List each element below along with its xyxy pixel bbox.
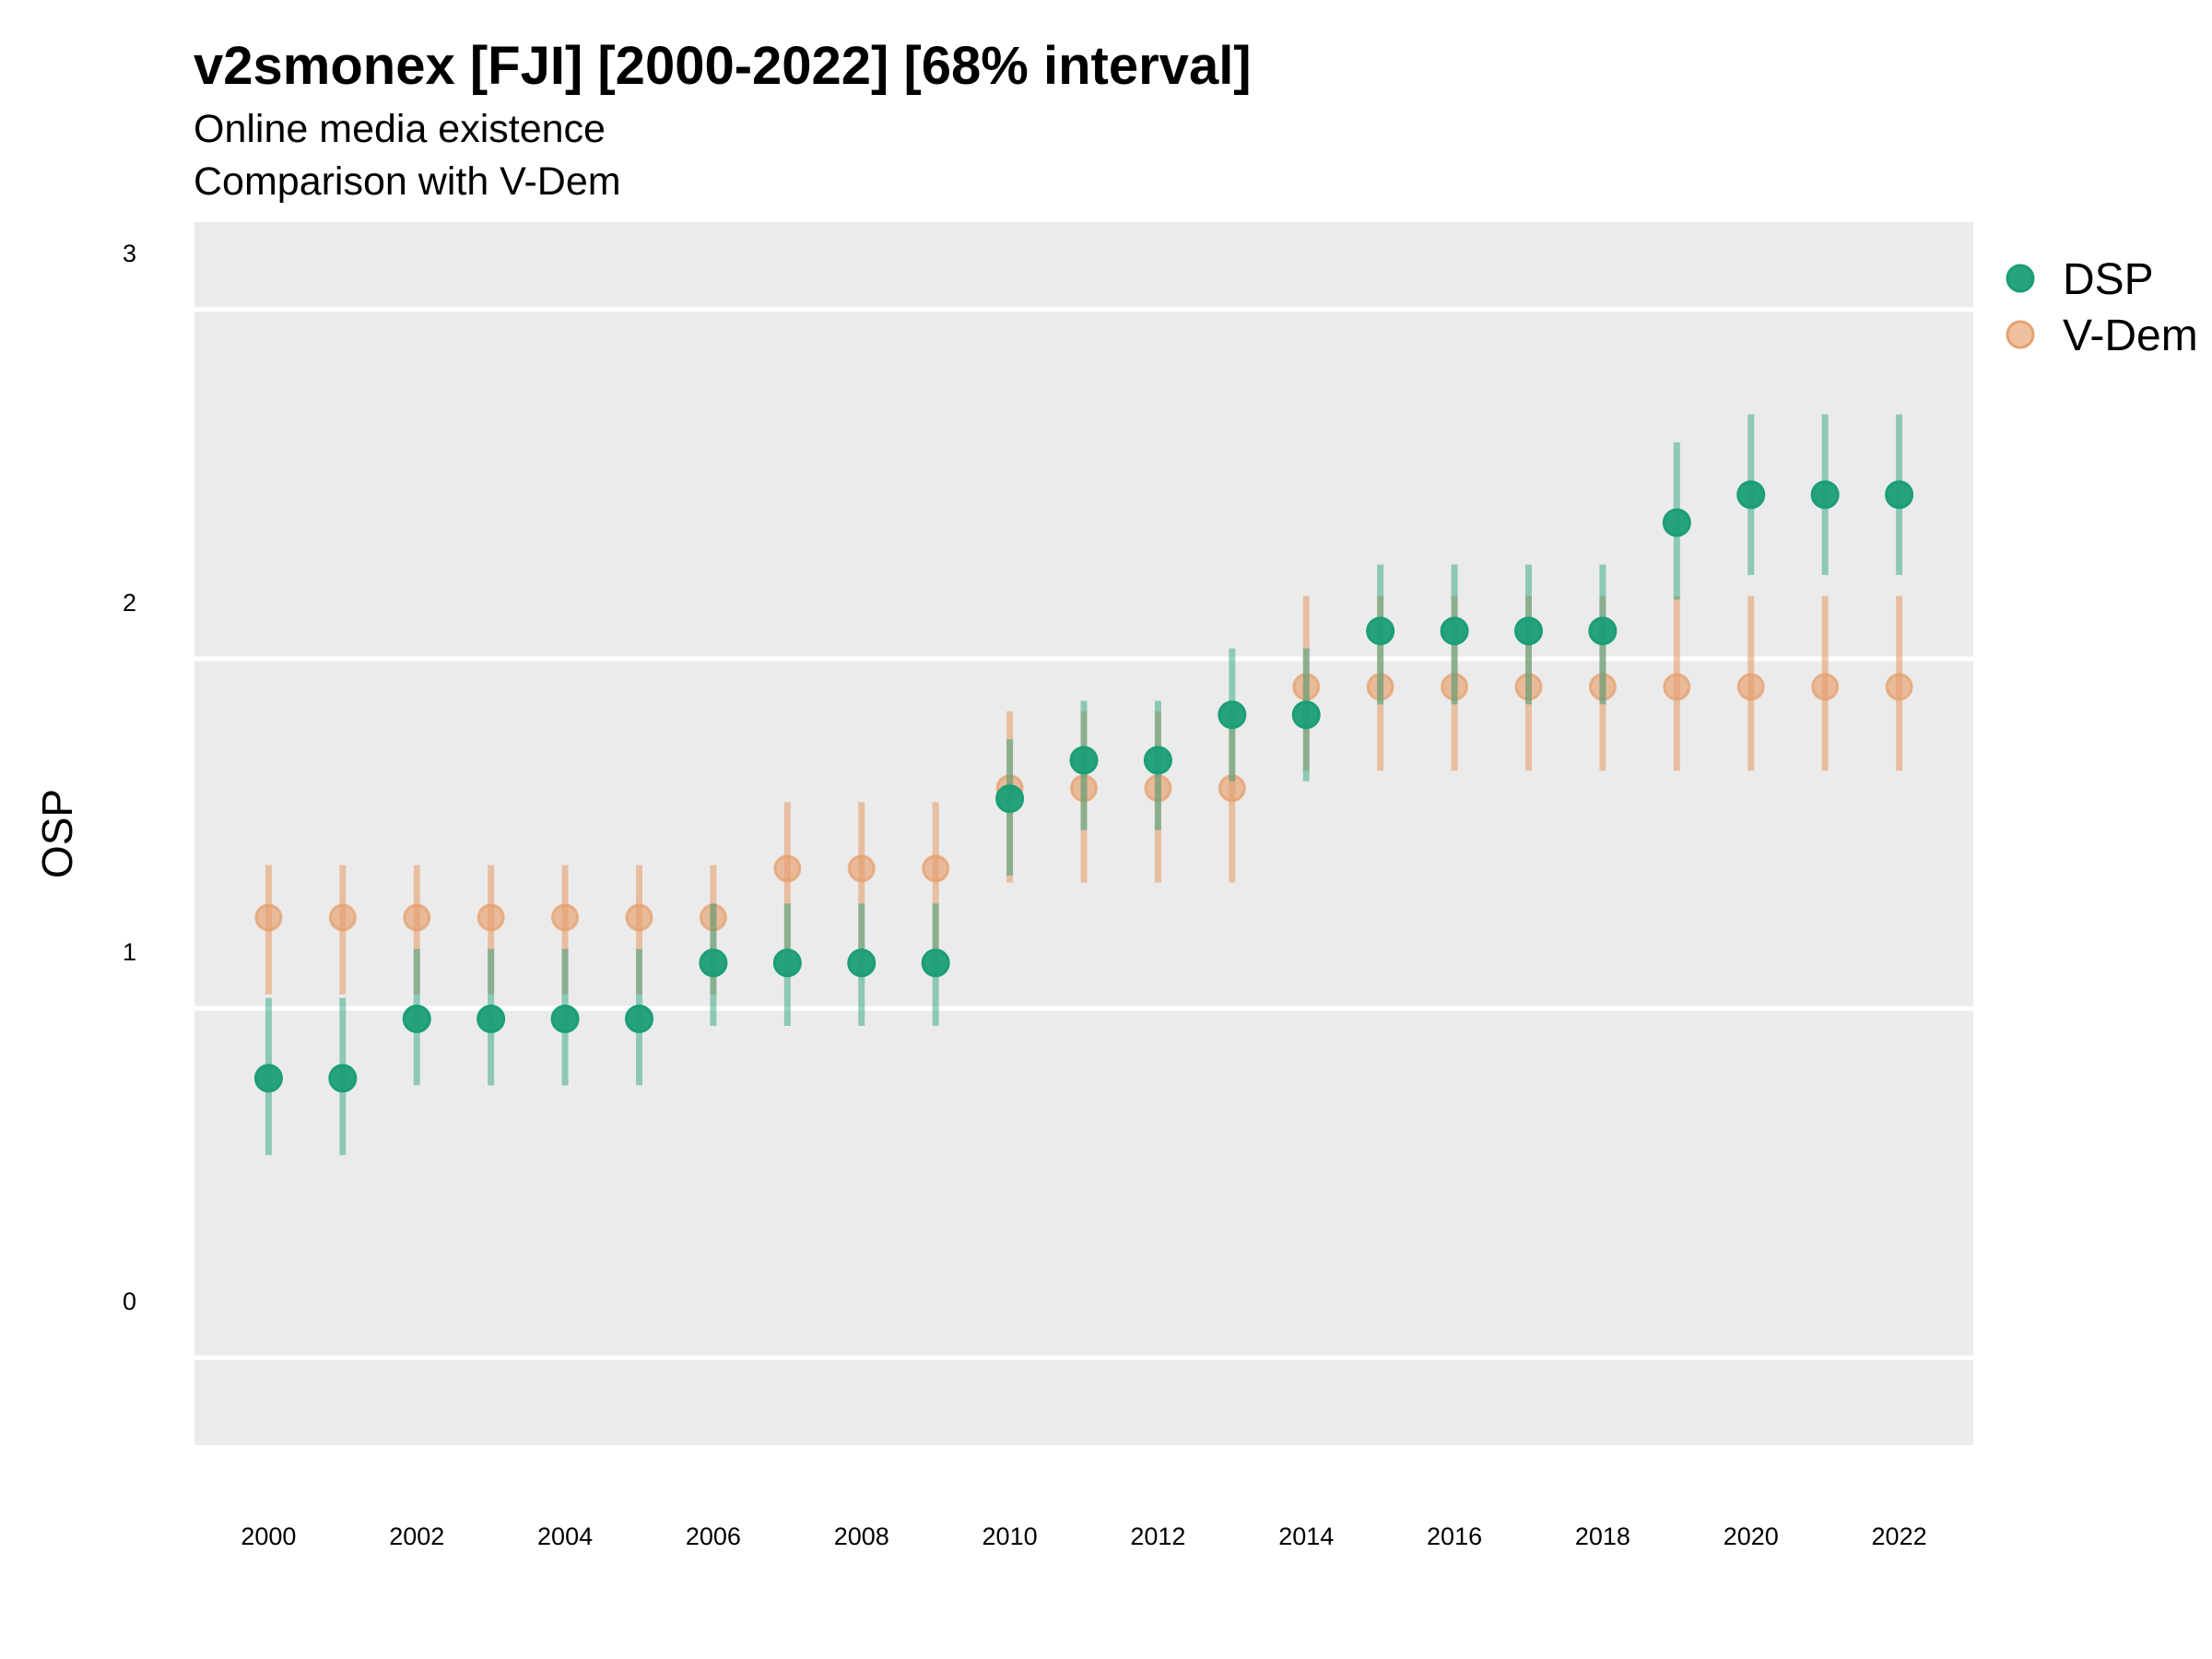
- legend-item-dsp: DSP: [2006, 255, 2154, 304]
- data-point: [1144, 774, 1172, 803]
- data-point: [1736, 673, 1765, 701]
- data-point: [1810, 480, 1840, 510]
- chart-subtitle-1: Online media existence: [194, 107, 606, 151]
- data-point: [403, 903, 431, 932]
- legend-marker: [2006, 320, 2035, 349]
- data-point: [995, 784, 1025, 814]
- x-tick-label: 2014: [1278, 1523, 1334, 1550]
- data-point: [922, 854, 950, 883]
- y-axis-title: OSP: [33, 789, 81, 878]
- series-dsp: [253, 414, 1914, 1156]
- data-point: [551, 903, 580, 932]
- x-tick-label: 2020: [1724, 1523, 1779, 1550]
- legend-marker: [2006, 264, 2035, 293]
- data-point: [254, 903, 283, 932]
- data-point: [1811, 673, 1840, 701]
- grid-lines: [153, 307, 1973, 1360]
- legend: DSP V-Dem: [2006, 255, 2198, 360]
- x-tick-label: 2010: [982, 1523, 1038, 1550]
- y-tick-label: 1: [123, 938, 136, 966]
- data-point: [772, 948, 802, 978]
- x-tick-label: 2018: [1575, 1523, 1630, 1550]
- data-point: [773, 854, 802, 883]
- y-axis-ticks: 0 1 2 3: [123, 240, 136, 1315]
- x-tick-label: 2012: [1130, 1523, 1185, 1550]
- data-point: [402, 1004, 431, 1033]
- data-point: [328, 903, 357, 932]
- data-point: [625, 903, 653, 932]
- data-point: [1588, 617, 1618, 646]
- data-point: [1663, 673, 1691, 701]
- data-point: [1069, 746, 1099, 775]
- data-point: [1292, 673, 1321, 701]
- data-point: [625, 1004, 653, 1033]
- data-point: [1070, 774, 1098, 803]
- chart-title: v2smonex [FJI] [2000-2022] [68% interval…: [194, 36, 1252, 96]
- data-point: [1291, 700, 1321, 730]
- x-axis-ticks: 2000 2002 2004 2006 2008 2010 2012 2014 2016 2018…: [241, 1523, 1926, 1550]
- x-tick-label: 2004: [537, 1523, 593, 1550]
- y-tick-label: 3: [123, 240, 136, 267]
- data-point: [328, 1064, 358, 1093]
- data-point: [1441, 673, 1469, 701]
- data-point: [1218, 700, 1247, 730]
- data-point: [1143, 746, 1172, 775]
- legend-label: V-Dem: [2063, 312, 2198, 360]
- x-tick-label: 2002: [389, 1523, 444, 1550]
- data-point: [1662, 508, 1691, 537]
- data-point: [1440, 617, 1469, 646]
- x-tick-label: 2006: [686, 1523, 741, 1550]
- data-marks: [253, 414, 1914, 1156]
- y-tick-label: 2: [123, 589, 136, 617]
- data-point: [477, 1004, 506, 1033]
- data-point: [699, 903, 727, 932]
- chart-subtitle-2: Comparison with V-Dem: [194, 159, 621, 204]
- data-point: [1514, 673, 1543, 701]
- x-tick-label: 2016: [1427, 1523, 1482, 1550]
- data-point: [847, 854, 876, 883]
- data-point: [1588, 673, 1617, 701]
- data-point: [921, 948, 950, 978]
- y-tick-label: 0: [123, 1288, 136, 1315]
- x-tick-label: 2008: [834, 1523, 889, 1550]
- data-point: [1885, 480, 1914, 510]
- data-point: [699, 948, 728, 978]
- data-point: [847, 948, 877, 978]
- data-point: [550, 1004, 580, 1033]
- legend-item-v-dem: V-Dem: [2006, 312, 2198, 360]
- data-point: [1885, 673, 1913, 701]
- data-point: [1218, 774, 1246, 803]
- data-point: [1736, 480, 1766, 510]
- data-point: [1514, 617, 1543, 646]
- legend-label: DSP: [2063, 255, 2154, 304]
- data-point: [1366, 617, 1395, 646]
- data-point: [477, 903, 505, 932]
- data-point: [253, 1064, 283, 1093]
- x-tick-label: 2000: [241, 1523, 296, 1550]
- data-point: [1366, 673, 1394, 701]
- x-tick-label: 2022: [1872, 1523, 1927, 1550]
